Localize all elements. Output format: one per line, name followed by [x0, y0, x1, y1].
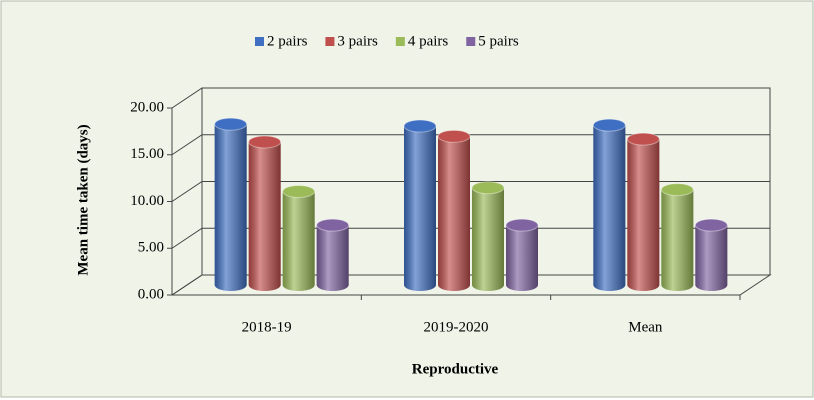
- bar-top: [282, 185, 316, 198]
- bar-top: [403, 119, 437, 133]
- legend-label: 4 pairs: [408, 33, 449, 49]
- y-tick-label: 20.00: [130, 99, 164, 115]
- x-tick-label: 2018-19: [242, 319, 292, 335]
- x-axis-label: Reproductive: [412, 361, 499, 377]
- bar-shade: [472, 187, 504, 291]
- bar-shade: [248, 141, 281, 291]
- bar-top: [626, 132, 660, 146]
- bar-top: [214, 117, 248, 131]
- bar-shade: [438, 136, 470, 291]
- bar-shade: [316, 225, 349, 291]
- y-axis-label: Mean time taken (days): [75, 124, 91, 275]
- bar-top: [437, 129, 471, 143]
- legend-swatch: [466, 37, 476, 46]
- legend-swatch: [255, 37, 264, 46]
- bar-top: [248, 135, 282, 149]
- grid-line: [171, 87, 770, 109]
- bar-top: [316, 218, 350, 232]
- y-tick-label: 10.00: [130, 193, 164, 209]
- x-tick-label: Mean: [628, 319, 663, 335]
- legend-label: 5 pairs: [478, 33, 519, 49]
- bar-top: [694, 218, 728, 232]
- grid-line: [171, 227, 770, 249]
- y-tick-label: 15.00: [130, 146, 164, 162]
- bar-shade: [593, 125, 626, 292]
- grid-line: [171, 274, 770, 296]
- bar-shade: [506, 225, 538, 291]
- legend-swatch: [325, 37, 335, 46]
- legend-label: 2 pairs: [267, 33, 308, 49]
- grid-line: [171, 134, 770, 156]
- legend-swatch: [395, 37, 405, 46]
- bar-shade: [214, 124, 247, 292]
- bar-shade: [404, 126, 436, 291]
- bar-top: [660, 183, 694, 197]
- bar-top: [505, 218, 539, 232]
- bar-shade: [661, 189, 694, 291]
- legend-label: 3 pairs: [337, 33, 378, 49]
- grid-line: [171, 181, 770, 202]
- bar-top: [592, 118, 626, 132]
- bar-shade: [282, 191, 315, 291]
- bar-top: [471, 181, 505, 195]
- bar-shade: [627, 139, 660, 291]
- x-tick-label: 2019-2020: [424, 319, 489, 335]
- bar-shade: [695, 225, 728, 291]
- y-tick-label: 5.00: [138, 240, 164, 256]
- y-tick-label: 0.00: [138, 286, 164, 302]
